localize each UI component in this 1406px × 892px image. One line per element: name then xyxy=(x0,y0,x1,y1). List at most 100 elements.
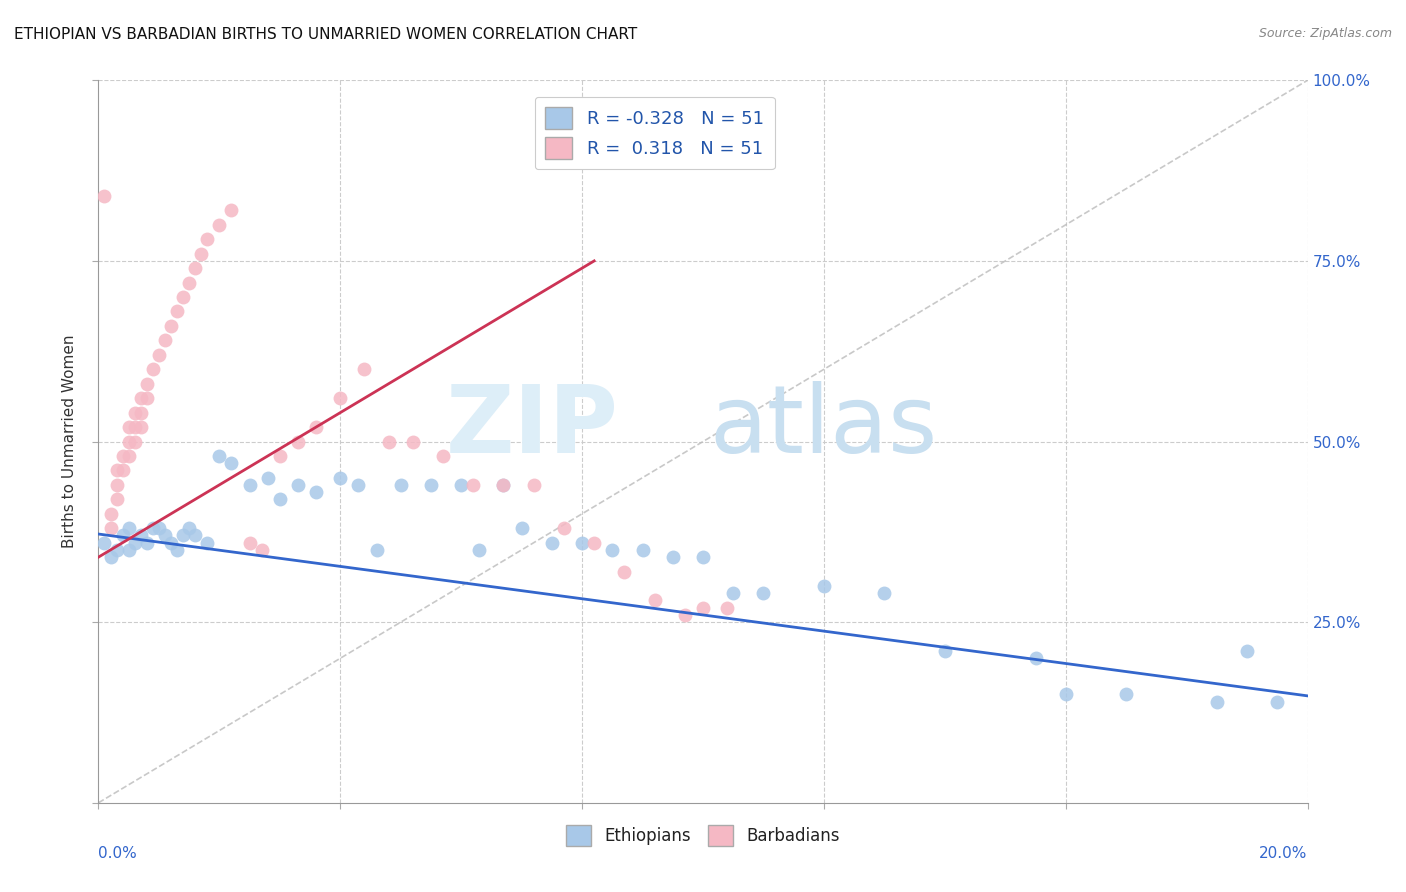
Point xyxy=(129,391,152,405)
Point xyxy=(934,644,956,658)
Point xyxy=(100,521,122,535)
Point xyxy=(692,550,714,565)
Point xyxy=(166,304,188,318)
Point xyxy=(269,492,291,507)
Point xyxy=(644,593,666,607)
Point xyxy=(118,449,141,463)
Point xyxy=(347,478,370,492)
Point xyxy=(420,478,443,492)
Point xyxy=(723,586,745,600)
Point xyxy=(184,261,207,276)
Point xyxy=(142,521,165,535)
Point xyxy=(287,434,309,449)
Point xyxy=(631,542,654,557)
Text: ETHIOPIAN VS BARBADIAN BIRTHS TO UNMARRIED WOMEN CORRELATION CHART: ETHIOPIAN VS BARBADIAN BIRTHS TO UNMARRI… xyxy=(14,27,637,42)
Point xyxy=(1236,644,1258,658)
Point xyxy=(673,607,696,622)
Point xyxy=(329,391,352,405)
Point xyxy=(129,406,152,420)
Point xyxy=(239,478,262,492)
Point xyxy=(118,542,141,557)
Point xyxy=(305,420,328,434)
Point xyxy=(813,579,835,593)
Point xyxy=(553,521,575,535)
Point xyxy=(179,521,201,535)
Point xyxy=(716,600,738,615)
Point xyxy=(1024,651,1046,665)
Point xyxy=(432,449,454,463)
Text: Source: ZipAtlas.com: Source: ZipAtlas.com xyxy=(1258,27,1392,40)
Point xyxy=(873,586,896,600)
Point xyxy=(329,470,352,484)
Point xyxy=(142,362,165,376)
Point xyxy=(184,528,207,542)
Point xyxy=(166,542,188,557)
Text: 0.0%: 0.0% xyxy=(98,847,138,861)
Point xyxy=(402,434,425,449)
Point xyxy=(256,470,278,484)
Text: atlas: atlas xyxy=(710,381,938,473)
Point xyxy=(221,203,243,218)
Point xyxy=(190,246,212,260)
Point xyxy=(118,521,141,535)
Point xyxy=(692,600,714,615)
Point xyxy=(195,232,218,246)
Point xyxy=(752,586,775,600)
Point xyxy=(1115,687,1137,701)
Point xyxy=(523,478,546,492)
Point xyxy=(450,478,472,492)
Point xyxy=(118,420,141,434)
Point xyxy=(111,528,134,542)
Point xyxy=(148,521,170,535)
Point xyxy=(118,434,141,449)
Point xyxy=(353,362,375,376)
Point xyxy=(160,318,183,333)
Point xyxy=(250,542,273,557)
Point xyxy=(463,478,485,492)
Point xyxy=(105,542,128,557)
Point xyxy=(135,535,157,549)
Point xyxy=(468,542,491,557)
Point xyxy=(105,463,128,477)
Legend: Ethiopians, Barbadians: Ethiopians, Barbadians xyxy=(560,819,846,852)
Point xyxy=(377,434,399,449)
Point xyxy=(613,565,636,579)
Point xyxy=(111,449,134,463)
Point xyxy=(208,449,231,463)
Point xyxy=(1206,695,1229,709)
Point xyxy=(105,492,128,507)
Point xyxy=(389,478,412,492)
Y-axis label: Births to Unmarried Women: Births to Unmarried Women xyxy=(62,334,77,549)
Point xyxy=(366,542,388,557)
Point xyxy=(1267,695,1289,709)
Point xyxy=(124,434,146,449)
Point xyxy=(583,535,606,549)
Point xyxy=(124,535,146,549)
Point xyxy=(1054,687,1077,701)
Point xyxy=(105,478,128,492)
Point xyxy=(172,290,194,304)
Point xyxy=(153,528,176,542)
Point xyxy=(492,478,515,492)
Point xyxy=(153,334,176,348)
Point xyxy=(100,550,122,565)
Point xyxy=(129,420,152,434)
Point xyxy=(93,535,115,549)
Point xyxy=(269,449,291,463)
Point xyxy=(602,542,624,557)
Point xyxy=(179,276,201,290)
Point xyxy=(93,189,115,203)
Point xyxy=(492,478,515,492)
Point xyxy=(100,507,122,521)
Text: ZIP: ZIP xyxy=(446,381,619,473)
Point xyxy=(208,218,231,232)
Point xyxy=(571,535,593,549)
Point xyxy=(135,391,157,405)
Point xyxy=(239,535,262,549)
Point xyxy=(160,535,183,549)
Point xyxy=(510,521,533,535)
Point xyxy=(124,406,146,420)
Text: 20.0%: 20.0% xyxy=(1260,847,1308,861)
Point xyxy=(124,420,146,434)
Point xyxy=(195,535,218,549)
